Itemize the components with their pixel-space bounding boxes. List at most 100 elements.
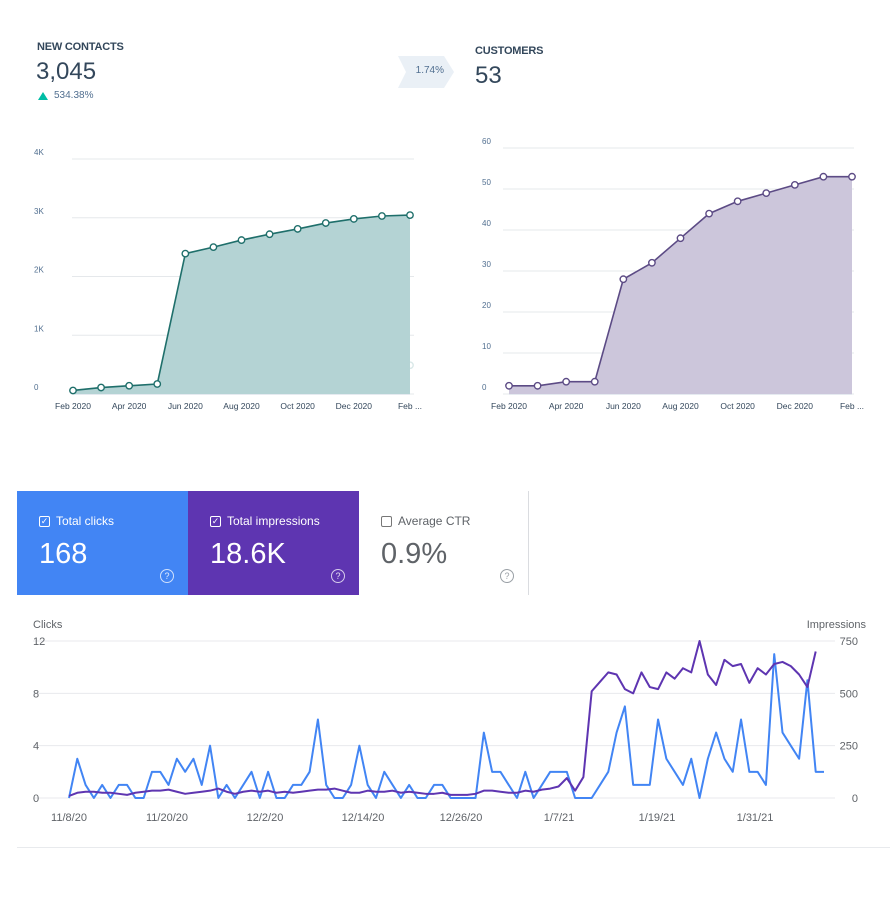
y-axis-title-clicks: Clicks xyxy=(33,619,63,631)
y-tick-label: 8 xyxy=(33,688,39,700)
x-tick-label: Jun 2020 xyxy=(606,401,641,411)
y-tick-label: 40 xyxy=(482,219,491,228)
average-ctr-tile[interactable]: Average CTR 0.9% ? xyxy=(359,491,529,595)
total-clicks-tile[interactable]: ✓ Total clicks 168 ? xyxy=(17,491,188,595)
chevron-arrow-shape xyxy=(398,56,454,88)
data-point xyxy=(237,236,246,244)
y-tick-label: 3K xyxy=(34,207,44,216)
data-point xyxy=(265,230,274,239)
y2-tick-label: 750 xyxy=(840,636,858,648)
y2-tick-label: 0 xyxy=(852,793,858,805)
y-tick-label: 4 xyxy=(33,741,39,753)
y-tick-label: 0 xyxy=(33,793,39,805)
x-tick-label: 12/26/20 xyxy=(440,812,483,824)
y-tick-label: 4K xyxy=(34,148,44,157)
data-point xyxy=(69,386,77,395)
data-point xyxy=(676,234,685,243)
x-tick-label: Feb 2020 xyxy=(55,401,91,411)
series-area xyxy=(509,176,852,394)
x-tick-label: Feb ... xyxy=(398,401,422,411)
data-point xyxy=(790,181,799,189)
impressions-series-line xyxy=(68,640,817,797)
data-point xyxy=(125,381,134,390)
help-icon[interactable]: ? xyxy=(160,569,174,583)
data-point xyxy=(705,209,713,218)
average-ctr-header: Average CTR xyxy=(381,514,470,528)
data-point xyxy=(762,189,771,197)
divider xyxy=(17,847,890,848)
total-impressions-header: ✓ Total impressions xyxy=(210,514,320,528)
total-clicks-value: 168 xyxy=(39,538,88,570)
data-point xyxy=(590,377,599,386)
y2-tick-label: 250 xyxy=(840,741,858,753)
y-tick-label: 20 xyxy=(482,301,491,310)
y-tick-label: 12 xyxy=(33,636,45,648)
x-tick-label: Feb 2020 xyxy=(491,401,527,411)
x-tick-label: 12/2/20 xyxy=(247,812,284,824)
data-point xyxy=(321,219,330,227)
x-tick-label: Oct 2020 xyxy=(720,401,755,411)
x-tick-label: Dec 2020 xyxy=(777,401,814,411)
x-tick-label: Aug 2020 xyxy=(662,401,699,411)
total-clicks-header: ✓ Total clicks xyxy=(39,514,114,528)
y-axis-title-impressions: Impressions xyxy=(807,619,867,631)
x-tick-label: 12/14/20 xyxy=(342,812,385,824)
help-icon[interactable]: ? xyxy=(500,569,514,583)
x-tick-label: Dec 2020 xyxy=(336,401,373,411)
y-tick-label: 0 xyxy=(482,383,487,392)
contacts-change-value: 534.38% xyxy=(54,90,94,101)
data-point xyxy=(209,243,218,252)
total-impressions-label: Total impressions xyxy=(227,514,320,528)
x-tick-label: Oct 2020 xyxy=(280,401,315,411)
y-tick-label: 60 xyxy=(482,137,491,146)
data-point xyxy=(293,225,302,233)
x-tick-label: Apr 2020 xyxy=(549,401,584,411)
clicks-series-line xyxy=(68,653,824,799)
contacts-area-chart: 0 1K 2K 3K 4K Feb 2020 Apr 2020 Jun 2020 Aug 202… xyxy=(34,148,422,411)
data-point xyxy=(848,172,856,181)
y-tick-label: 50 xyxy=(482,178,491,187)
data-point xyxy=(505,381,513,390)
x-tick-label: 1/31/21 xyxy=(737,812,774,824)
contacts-value: 3,045 xyxy=(36,58,97,85)
x-tick-label: Feb ... xyxy=(840,401,864,411)
checkbox-checked-icon[interactable]: ✓ xyxy=(39,515,50,527)
y-tick-label: 1K xyxy=(34,324,44,333)
contacts-change: 534.38% xyxy=(38,90,93,101)
data-point xyxy=(648,258,656,267)
data-point xyxy=(153,380,162,388)
clicks-impressions-line-chart: Clicks Impressions 0 0 4 250 8 500 12 750 11/8/20 1… xyxy=(33,619,867,824)
conversion-rate-value: 1.74% xyxy=(415,65,444,76)
x-tick-label: 11/8/20 xyxy=(51,812,87,824)
customers-area-chart: 0 10 20 30 40 50 60 Feb 2020 Apr 2020 Jun 2020 Aug… xyxy=(482,137,864,411)
data-point xyxy=(406,211,414,220)
average-ctr-value: 0.9% xyxy=(381,538,448,570)
x-tick-label: 1/7/21 xyxy=(544,812,575,824)
checkbox-unchecked-icon[interactable] xyxy=(381,515,392,527)
x-tick-label: Apr 2020 xyxy=(112,401,147,411)
data-point xyxy=(378,212,386,220)
data-point xyxy=(533,381,542,390)
x-tick-label: 1/19/21 xyxy=(639,812,676,824)
y-tick-label: 2K xyxy=(34,266,44,275)
y-tick-label: 0 xyxy=(34,383,39,392)
y-tick-label: 30 xyxy=(482,260,491,269)
data-point xyxy=(619,275,628,284)
data-point xyxy=(97,383,105,392)
checkbox-checked-icon[interactable]: ✓ xyxy=(210,515,221,527)
data-point xyxy=(349,215,358,223)
x-tick-label: Aug 2020 xyxy=(223,401,260,411)
help-icon[interactable]: ? xyxy=(331,569,345,583)
customers-label: CUSTOMERS xyxy=(475,45,544,57)
data-point xyxy=(562,377,571,386)
customers-value: 53 xyxy=(475,62,502,89)
series-area xyxy=(73,215,410,394)
contacts-label: NEW CONTACTS xyxy=(37,41,124,53)
up-arrow-icon xyxy=(38,91,48,100)
x-tick-label: Jun 2020 xyxy=(168,401,203,411)
data-point xyxy=(733,197,742,206)
average-ctr-label: Average CTR xyxy=(398,514,471,528)
x-tick-label: 11/20/20 xyxy=(146,812,188,824)
total-impressions-tile[interactable]: ✓ Total impressions 18.6K ? xyxy=(188,491,359,595)
data-point xyxy=(181,249,190,258)
